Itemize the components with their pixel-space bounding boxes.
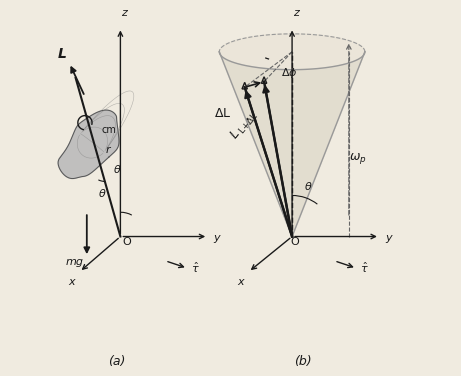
Text: x: x <box>68 277 75 287</box>
Polygon shape <box>219 52 365 237</box>
Text: $\theta$: $\theta$ <box>304 180 313 192</box>
Text: z: z <box>293 8 299 18</box>
Text: $\hat{\tau}$: $\hat{\tau}$ <box>191 260 200 275</box>
Text: $\Delta\phi$: $\Delta\phi$ <box>281 66 297 80</box>
Text: $\omega_p$: $\omega_p$ <box>349 151 367 166</box>
Text: $\hat{\tau}$: $\hat{\tau}$ <box>361 260 369 275</box>
Text: $\theta$: $\theta$ <box>98 187 106 199</box>
Text: r: r <box>106 144 110 155</box>
Text: (a): (a) <box>108 355 125 368</box>
Text: $\theta$: $\theta$ <box>113 163 122 175</box>
Text: y: y <box>214 233 220 243</box>
Text: L: L <box>57 47 66 61</box>
Text: L+$\Delta$L: L+$\Delta$L <box>236 109 261 136</box>
Text: O: O <box>122 237 131 247</box>
Text: (b): (b) <box>295 355 312 368</box>
Text: x: x <box>237 277 243 287</box>
Text: O: O <box>290 237 299 247</box>
Text: z: z <box>121 8 127 18</box>
Polygon shape <box>58 110 119 179</box>
Text: cm: cm <box>102 125 117 135</box>
Text: mg: mg <box>65 256 83 267</box>
Text: L: L <box>228 127 242 141</box>
Text: y: y <box>385 233 392 243</box>
Text: $\Delta$L: $\Delta$L <box>214 107 231 120</box>
Polygon shape <box>219 34 365 237</box>
